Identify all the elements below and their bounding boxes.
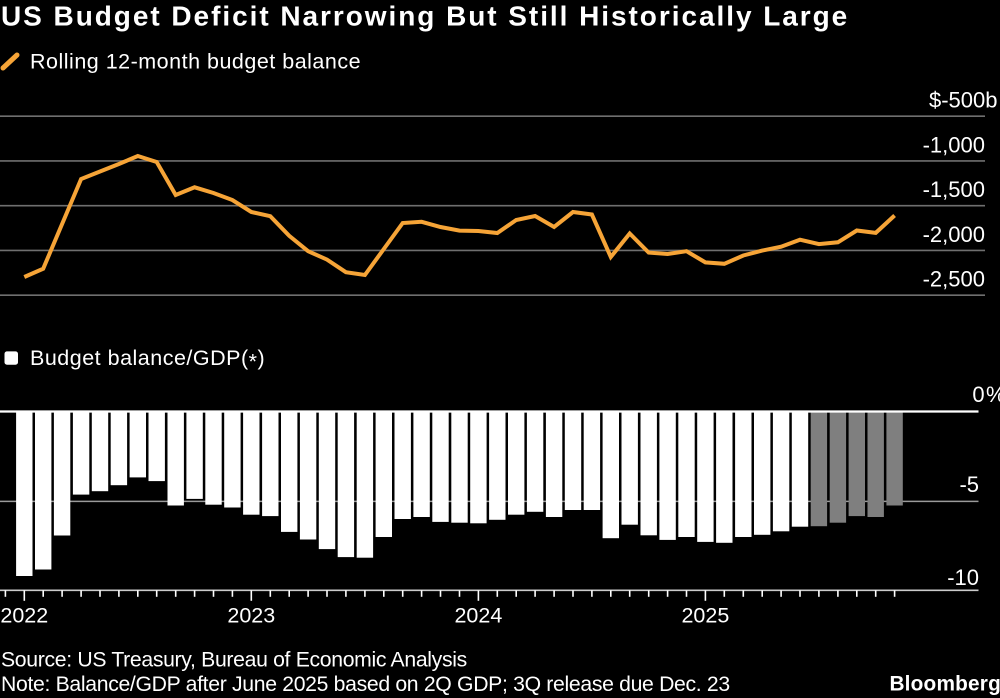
svg-text:Budget balance/GDP(*): Budget balance/GDP(*) [30, 346, 265, 374]
svg-text:$-500b: $-500b [929, 88, 998, 113]
svg-text:-2,000: -2,000 [923, 222, 985, 247]
svg-text:%: % [986, 382, 1000, 407]
svg-text:-1,500: -1,500 [923, 177, 985, 202]
svg-text:Source: US Treasury, Bureau of: Source: US Treasury, Bureau of Economic … [1, 649, 467, 672]
svg-text:2022: 2022 [0, 604, 48, 628]
svg-text:US Budget Deficit Narrowing Bu: US Budget Deficit Narrowing But Still Hi… [1, 1, 849, 32]
svg-text:2025: 2025 [681, 604, 729, 628]
svg-text:Rolling 12-month budget balanc: Rolling 12-month budget balance [30, 50, 361, 74]
svg-text:Bloomberg: Bloomberg [889, 673, 1000, 696]
svg-text:2024: 2024 [454, 604, 502, 628]
svg-text:0: 0 [972, 382, 984, 407]
svg-text:Note: Balance/GDP after June 2: Note: Balance/GDP after June 2025 based … [1, 673, 730, 696]
svg-text:-1,000: -1,000 [923, 132, 985, 157]
svg-text:2023: 2023 [227, 604, 275, 628]
svg-text:-2,500: -2,500 [923, 267, 985, 292]
svg-text:-10: -10 [947, 565, 979, 590]
svg-text:-5: -5 [959, 472, 979, 497]
